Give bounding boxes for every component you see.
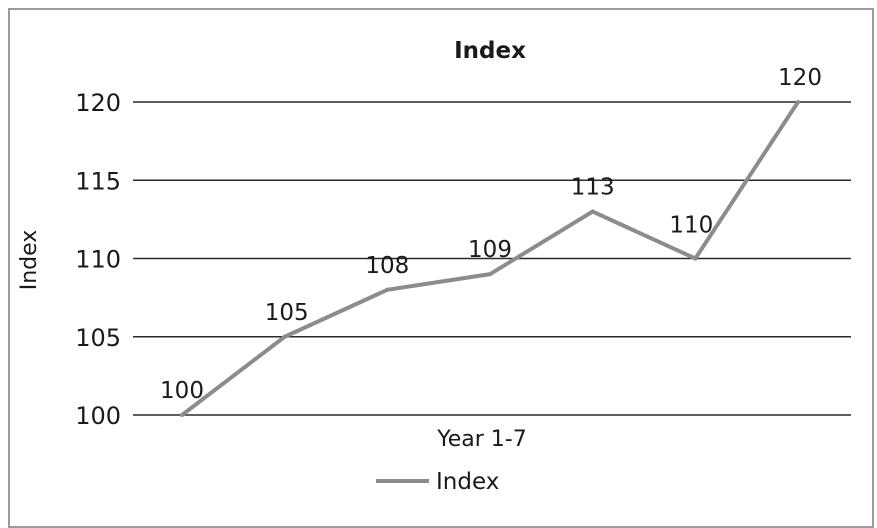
data-point <box>590 209 595 214</box>
data-label: 105 <box>265 300 309 326</box>
data-point <box>180 413 184 417</box>
data-label: 120 <box>778 65 822 91</box>
data-point <box>796 100 800 104</box>
legend-label: Index <box>436 469 499 495</box>
chart-title: Index <box>454 38 526 64</box>
y-gridlines <box>133 101 851 416</box>
series-lines <box>180 100 800 417</box>
y-tick-label: 120 <box>75 89 121 117</box>
data-point <box>693 256 698 261</box>
data-point <box>385 287 390 292</box>
y-axis-title: Index <box>17 230 42 291</box>
legend: Index <box>376 469 499 495</box>
data-label: 113 <box>571 175 615 201</box>
data-labels: 100 105 108 109 113 110 120 <box>160 65 822 404</box>
y-tick-labels: 100 105 110 115 120 <box>75 89 121 430</box>
data-point <box>488 272 492 277</box>
y-tick-label: 105 <box>75 324 121 352</box>
data-label: 110 <box>669 213 713 239</box>
data-label: 109 <box>468 237 512 263</box>
y-tick-label: 115 <box>75 167 121 195</box>
chart-frame <box>8 8 874 528</box>
y-tick-label: 110 <box>75 246 121 274</box>
x-axis-title: Year 1-7 <box>436 427 527 452</box>
data-label: 108 <box>365 253 409 279</box>
y-tick-label: 100 <box>75 402 121 430</box>
data-point <box>282 334 287 339</box>
data-label: 100 <box>160 378 204 404</box>
